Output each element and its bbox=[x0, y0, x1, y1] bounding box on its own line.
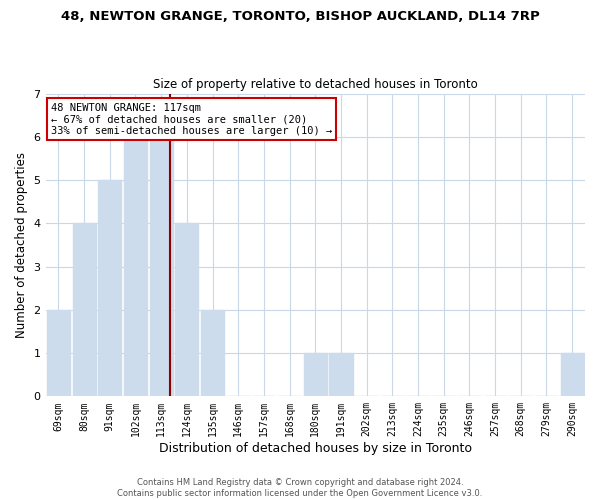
Text: 48, NEWTON GRANGE, TORONTO, BISHOP AUCKLAND, DL14 7RP: 48, NEWTON GRANGE, TORONTO, BISHOP AUCKL… bbox=[61, 10, 539, 23]
X-axis label: Distribution of detached houses by size in Toronto: Distribution of detached houses by size … bbox=[159, 442, 472, 455]
Bar bbox=[47, 310, 70, 396]
Bar bbox=[175, 224, 199, 396]
Text: Contains HM Land Registry data © Crown copyright and database right 2024.
Contai: Contains HM Land Registry data © Crown c… bbox=[118, 478, 482, 498]
Bar bbox=[329, 353, 353, 397]
Bar bbox=[73, 224, 95, 396]
Bar bbox=[201, 310, 224, 396]
Bar bbox=[560, 353, 584, 397]
Bar bbox=[98, 180, 121, 396]
Bar bbox=[304, 353, 327, 397]
Text: 48 NEWTON GRANGE: 117sqm
← 67% of detached houses are smaller (20)
33% of semi-d: 48 NEWTON GRANGE: 117sqm ← 67% of detach… bbox=[51, 102, 332, 136]
Y-axis label: Number of detached properties: Number of detached properties bbox=[15, 152, 28, 338]
Title: Size of property relative to detached houses in Toronto: Size of property relative to detached ho… bbox=[153, 78, 478, 91]
Bar bbox=[124, 137, 147, 396]
Bar bbox=[149, 137, 173, 396]
